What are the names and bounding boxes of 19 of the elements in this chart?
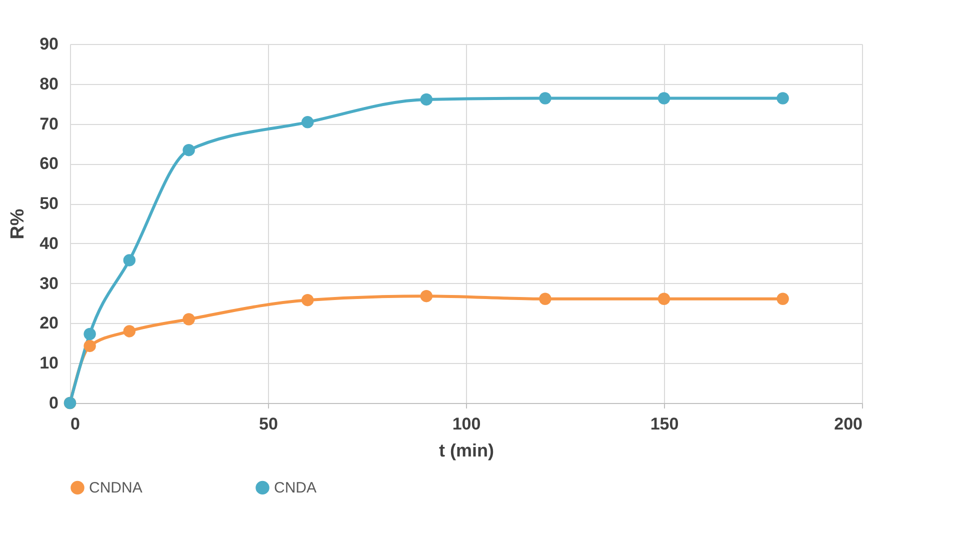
x-tick-label: 100 — [452, 414, 481, 434]
y-tick-label: 40 — [40, 234, 58, 253]
y-axis-title: R% — [8, 208, 29, 240]
y-tick-label: 20 — [40, 314, 58, 333]
x-tick-label: 200 — [834, 414, 862, 434]
x-tick-label: 50 — [259, 414, 278, 434]
y-tick-label: 10 — [40, 354, 58, 373]
y-tick-label: 0 — [49, 394, 58, 412]
x-tick-label: 0 — [70, 414, 80, 434]
y-tick-label: 90 — [40, 34, 58, 54]
y-tick-label: 70 — [40, 114, 58, 134]
legend-label: CNDA — [274, 480, 317, 497]
y-tick-label: 60 — [40, 154, 58, 174]
legend-label: CNDNA — [89, 480, 142, 497]
y-tick-label: 30 — [40, 274, 58, 293]
x-axis-title: t (min) — [439, 440, 494, 460]
y-tick-label: 50 — [40, 194, 58, 214]
y-tick-label: 80 — [40, 74, 58, 94]
x-tick-label: 150 — [650, 414, 679, 434]
